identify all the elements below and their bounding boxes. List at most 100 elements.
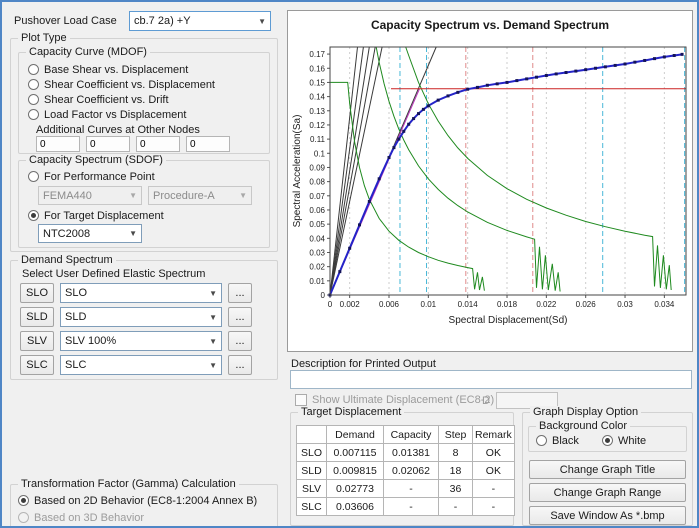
code-value: NTC2008	[43, 227, 91, 240]
svg-text:0.1: 0.1	[314, 149, 326, 158]
chevron-down-icon: ▼	[239, 191, 247, 200]
radio-icon	[28, 79, 39, 90]
node-input-1[interactable]	[36, 136, 80, 152]
cell-demand: 0.03606	[326, 497, 384, 516]
slo-spectrum-select[interactable]: SLO ▼	[60, 283, 222, 303]
cell-remark: OK	[472, 443, 515, 462]
slv-spectrum-select[interactable]: SLV 100% ▼	[60, 331, 222, 351]
cell-capacity: 0.01381	[383, 443, 439, 462]
svg-text:0: 0	[321, 291, 326, 300]
svg-text:0.11: 0.11	[310, 135, 326, 144]
target-displacement-group: Target Displacement	[290, 406, 514, 526]
row-key: SLD	[296, 461, 327, 480]
header-cell	[296, 425, 327, 444]
radio-load-factor[interactable]: Load Factor vs Displacement	[28, 108, 186, 121]
svg-text:0.09: 0.09	[309, 163, 325, 172]
svg-text:0.018: 0.018	[497, 300, 518, 309]
capacity-curve-group: Capacity Curve (MDOF)	[18, 46, 270, 154]
svg-text:0.13: 0.13	[309, 107, 325, 116]
radio-bg-black[interactable]: Black	[536, 434, 579, 447]
radio-icon	[18, 495, 29, 506]
select-spectrum-label: Select User Defined Elastic Spectrum	[22, 268, 206, 280]
cell-remark: OK	[472, 461, 515, 480]
cell-remark: -	[472, 497, 515, 516]
svg-text:0.05: 0.05	[309, 220, 325, 229]
radio-bg-white[interactable]: White	[602, 434, 646, 447]
svg-text:Spectral Acceleration(Sa): Spectral Acceleration(Sa)	[292, 115, 303, 228]
pushover-load-case-label: Pushover Load Case	[14, 15, 117, 27]
sld-key-button[interactable]: SLD	[20, 307, 54, 327]
graph-display-option-group: Graph Display Option	[522, 406, 693, 526]
chevron-down-icon: ▼	[258, 16, 266, 26]
code-select[interactable]: NTC2008 ▼	[38, 224, 142, 243]
svg-text:0.006: 0.006	[379, 300, 400, 309]
svg-text:0.022: 0.022	[536, 300, 557, 309]
chevron-down-icon: ▼	[209, 336, 217, 346]
slc-key-button[interactable]: SLC	[20, 355, 54, 375]
description-input[interactable]	[290, 370, 692, 389]
checkbox-label: Show Ultimate Displacement (EC8-2)	[312, 394, 495, 406]
header-cell: Demand	[326, 425, 384, 444]
radio-base-shear[interactable]: Base Shear vs. Displacement	[28, 63, 188, 76]
save-window-bmp-button[interactable]: Save Window As *.bmp	[529, 506, 686, 525]
ultimate-displacement-input[interactable]	[496, 392, 558, 409]
row-key: SLC	[296, 497, 327, 516]
demand-spectrum-group: Demand Spectrum	[10, 254, 278, 380]
procedure-select[interactable]: Procedure-A ▼	[148, 186, 252, 205]
row-key: SLO	[296, 443, 327, 462]
table-row: SLC 0.03606 - - -	[296, 497, 515, 516]
checkbox-icon	[295, 394, 307, 406]
target-displacement-table: Demand Capacity Step Remark SLO 0.007115…	[296, 425, 515, 516]
change-graph-range-button[interactable]: Change Graph Range	[529, 483, 686, 502]
svg-text:0: 0	[328, 300, 333, 309]
header-cell: Step	[438, 425, 473, 444]
radio-icon	[28, 210, 39, 221]
node-input-4[interactable]	[186, 136, 230, 152]
radio-gamma-2d[interactable]: Based on 2D Behavior (EC8-1:2004 Annex B…	[18, 494, 257, 507]
radio-shear-coeff-drift[interactable]: Shear Coefficient vs. Drift	[28, 93, 169, 106]
table-row: SLO 0.007115 0.01381 8 OK	[296, 443, 515, 462]
table-row: SLV 0.02773 - 36 -	[296, 479, 515, 498]
fema-value: FEMA440	[43, 189, 92, 202]
svg-text:0.026: 0.026	[576, 300, 597, 309]
radio-target-displacement[interactable]: For Target Displacement	[28, 209, 164, 222]
radio-gamma-3d[interactable]: Based on 3D Behavior	[18, 511, 144, 524]
node-input-3[interactable]	[136, 136, 180, 152]
gamma-label: Transformation Factor (Gamma) Calculatio…	[18, 478, 239, 490]
svg-text:Spectral Displacement(Sd): Spectral Displacement(Sd)	[449, 315, 568, 326]
slv-browse-button[interactable]: ...	[228, 331, 252, 351]
svg-text:0.002: 0.002	[340, 300, 361, 309]
radio-label: Load Factor vs Displacement	[44, 108, 187, 121]
combo-value: SLC	[65, 359, 87, 371]
change-graph-title-button[interactable]: Change Graph Title	[529, 460, 686, 479]
cell-step: 8	[438, 443, 473, 462]
radio-icon	[28, 94, 39, 105]
background-color-label: Background Color	[536, 420, 631, 432]
show-ultimate-checkbox[interactable]: Show Ultimate Displacement (EC8-2)	[295, 394, 494, 406]
load-case-select[interactable]: cb.7 2a) +Y ▼	[129, 11, 271, 31]
chevron-down-icon: ▼	[129, 191, 137, 200]
slo-browse-button[interactable]: ...	[228, 283, 252, 303]
radio-performance-point[interactable]: For Performance Point	[28, 170, 155, 183]
fema-select[interactable]: FEMA440 ▼	[38, 186, 142, 205]
row-key: SLV	[296, 479, 327, 498]
slc-spectrum-select[interactable]: SLC ▼	[60, 355, 222, 375]
radio-label: For Performance Point	[44, 170, 155, 183]
slc-browse-button[interactable]: ...	[228, 355, 252, 375]
svg-text:0.034: 0.034	[654, 300, 675, 309]
radio-icon	[28, 109, 39, 120]
header-cell: Remark	[472, 425, 515, 444]
sld-spectrum-select[interactable]: SLD ▼	[60, 307, 222, 327]
chevron-down-icon: ▼	[129, 229, 137, 238]
svg-text:0.08: 0.08	[309, 178, 325, 187]
radio-label: Base Shear vs. Displacement	[44, 63, 189, 76]
chevron-down-icon: ▼	[209, 312, 217, 322]
node-input-2[interactable]	[86, 136, 130, 152]
slo-key-button[interactable]: SLO	[20, 283, 54, 303]
slv-key-button[interactable]: SLV	[20, 331, 54, 351]
svg-text:0.02: 0.02	[309, 263, 325, 272]
sld-browse-button[interactable]: ...	[228, 307, 252, 327]
svg-text:0.07: 0.07	[309, 192, 325, 201]
radio-shear-coeff-displacement[interactable]: Shear Coefficient vs. Displacement	[28, 78, 215, 91]
